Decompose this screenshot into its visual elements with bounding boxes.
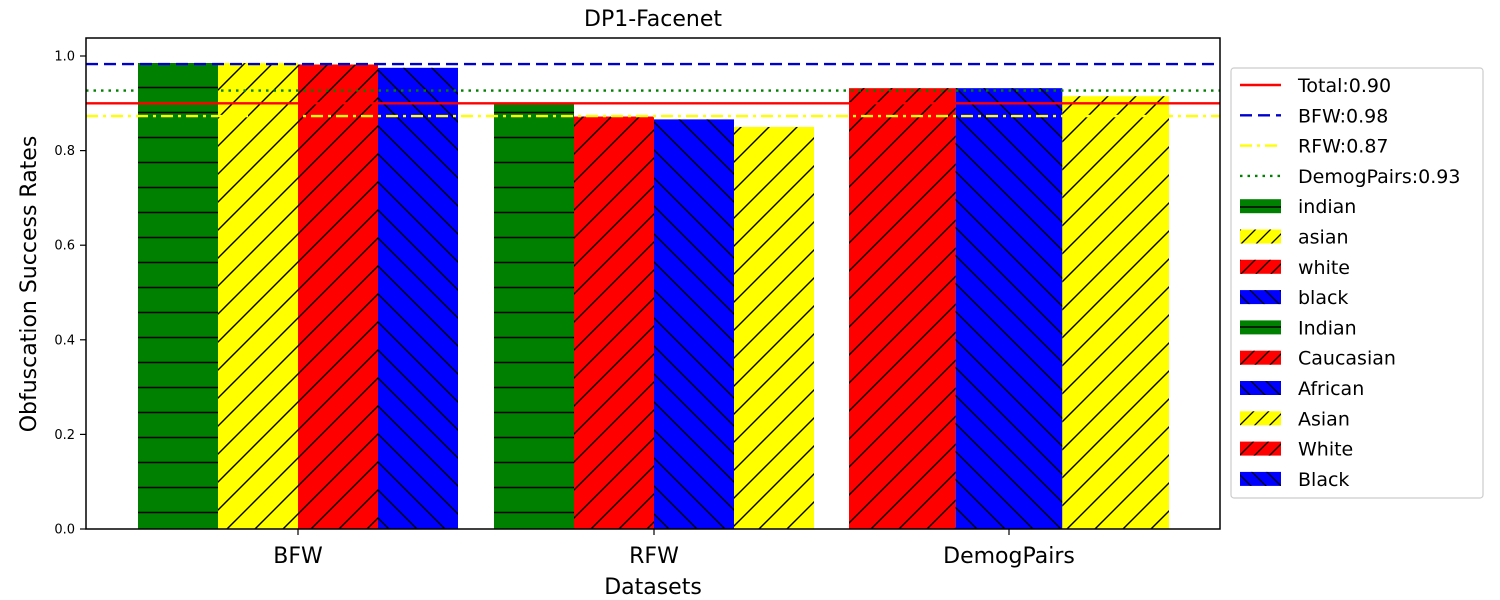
bar-rfw-indian-hatch	[494, 103, 574, 530]
y-axis: 0.0 0.2 0.4 0.6 0.8 1.0	[54, 50, 86, 538]
y-axis-label: Obfuscation Success Rates	[17, 136, 42, 433]
legend-entry-rfw-0-87-2-label: RFW:0.87	[1298, 136, 1389, 158]
bar-demogpairs-white-hatch	[849, 88, 956, 529]
bar-rfw-caucasian-hatch	[574, 116, 654, 529]
legend-entry-white-6-swatch-hatch	[1240, 259, 1281, 274]
x-tick-label-demogpairs: DemogPairs	[943, 544, 1075, 569]
legend-entry-asian-11-label: Asian	[1298, 408, 1350, 430]
legend-entry-bfw-0-98-1-label: BFW:0.98	[1298, 105, 1388, 127]
legend-entry-asian-5-label: asian	[1298, 227, 1349, 249]
reference-lines-layer	[86, 62, 1220, 118]
bar-demogpairs-asian-hatch	[1062, 96, 1169, 529]
legend-entry-indian-4-label: indian	[1298, 196, 1356, 218]
legend-entry-indian-8-swatch-hatch	[1240, 320, 1281, 335]
x-axis: BFW RFW DemogPairs	[273, 529, 1075, 569]
legend-entry-black-7-label: black	[1298, 287, 1348, 309]
bar-bfw-asian-hatch	[218, 63, 298, 529]
bar-bfw-black-hatch	[378, 67, 458, 529]
legend-entry-asian-11-swatch-hatch	[1240, 411, 1281, 426]
legend-entry-african-10-label: African	[1298, 378, 1364, 400]
x-tick-label-bfw: BFW	[273, 544, 323, 569]
x-axis-label: Datasets	[604, 575, 702, 600]
legend-entry-indian-8-label: Indian	[1298, 317, 1357, 339]
legend-entry-white-12-label: White	[1298, 439, 1353, 461]
legend-frame	[1230, 67, 1484, 499]
bar-rfw-african-hatch	[654, 119, 734, 529]
legend-entry-african-10-swatch-hatch	[1240, 381, 1281, 395]
legend-entry-white-12-swatch-hatch	[1240, 441, 1281, 456]
x-tick-label-rfw: RFW	[629, 544, 679, 569]
legend-entry-asian-5-swatch-hatch	[1240, 229, 1281, 244]
bar-demogpairs-black-hatch	[955, 88, 1063, 529]
y-tick-label-0-0: 0.0	[54, 523, 75, 538]
bars-layer	[138, 63, 1169, 530]
y-tick-label-0-2: 0.2	[54, 428, 75, 443]
legend-entry-total-0-90-0-label: Total:0.90	[1297, 75, 1391, 97]
legend-entry-indian-4-swatch-hatch	[1240, 199, 1281, 214]
bar-rfw-asian-hatch	[734, 126, 814, 529]
y-tick-label-0-6: 0.6	[54, 239, 75, 254]
y-tick-label-1-0: 1.0	[54, 50, 75, 65]
legend-entry-white-6-label: white	[1298, 257, 1350, 279]
y-tick-label-0-8: 0.8	[54, 144, 75, 159]
legend-entry-demogpairs-0-93-3-label: DemogPairs:0.93	[1298, 166, 1460, 188]
legend-entry-black-13-swatch-hatch	[1240, 471, 1281, 486]
y-tick-label-0-4: 0.4	[54, 333, 75, 348]
bar-bfw-white-hatch	[298, 64, 378, 529]
chart-title: DP1-Facenet	[584, 7, 722, 32]
plot-frame	[85, 37, 1221, 530]
legend-entry-caucasian-9-label: Caucasian	[1298, 348, 1396, 370]
legend-entry-black-7-swatch-hatch	[1240, 290, 1281, 305]
bar-bfw-indian-hatch	[138, 63, 218, 529]
legend-entry-black-13-label: Black	[1298, 469, 1349, 491]
legend: Total:0.90 BFW:0.98 RFW:0.87 DemogPairs:0.9…	[1230, 67, 1484, 499]
legend-entry-caucasian-9-swatch-hatch	[1240, 350, 1281, 365]
